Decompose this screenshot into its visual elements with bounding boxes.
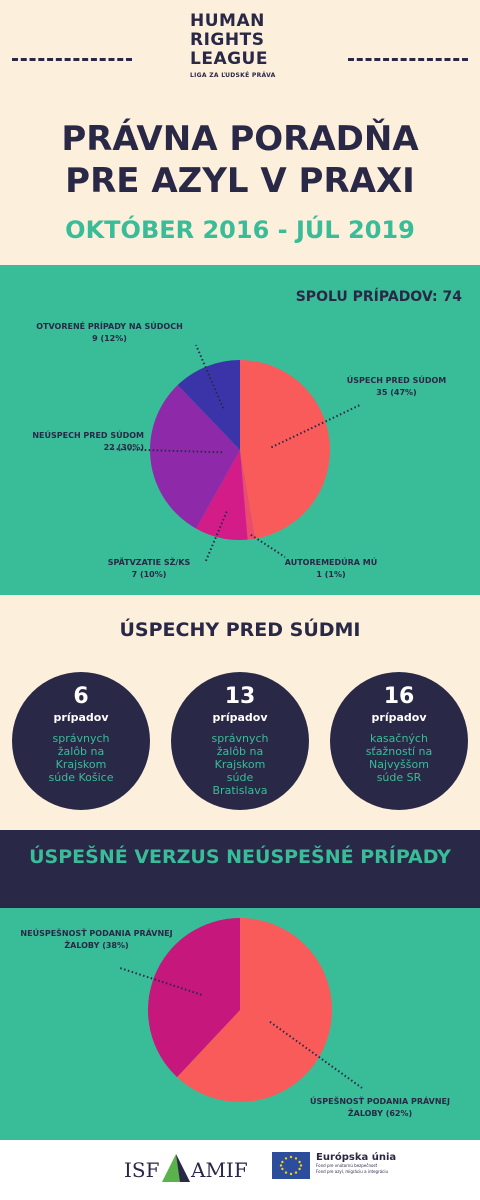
pie-slice-failure	[150, 385, 240, 529]
hrl-logo: HUMAN RIGHTS LEAGUE LIGA ZA ĽUDSKÉ PRÁVA	[190, 11, 310, 80]
comparison-title: ÚSPEŠNÉ VERZUS NEÚSPEŠNÉ PRÍPADY	[29, 846, 451, 868]
slice-label-success-name: ÚSPECH PRED SÚDOM	[346, 376, 447, 385]
slice-label-unsuccessful-value: (38%)	[102, 941, 129, 950]
footer-logos: ISF AMIF Európska únia Fond pre vnútornú…	[0, 1140, 480, 1200]
slice-label-success: ÚSPECH PRED SÚDOM 35 (47%)	[334, 375, 459, 399]
leader-line	[269, 1021, 363, 1089]
isf-amif-emblem-icon	[162, 1154, 190, 1182]
slice-label-withdrawal-name: SPÄTVZATIE SŽ/KS	[107, 558, 191, 567]
slice-label-unsuccessful: NEÚSPEŠNOSŤ PODANIA PRÁVNEJ ŽALOBY (38%)	[4, 928, 189, 952]
success-number: 16	[383, 684, 415, 709]
pie-slice-unsuccessful	[148, 918, 240, 1078]
pie-slice-success	[240, 360, 331, 539]
success-unit: prípadov	[53, 711, 109, 724]
amif-logo: AMIF	[191, 1158, 248, 1182]
slice-label-failure-value: 22 (30%)	[103, 443, 144, 452]
pie-slice-open	[177, 360, 240, 450]
slice-label-unsuccessful-text: NEÚSPEŠNOSŤ PODANIA PRÁVNEJ ŽALOBY	[20, 929, 173, 950]
slice-label-autoremedy: AUTOREMEDÚRA MÚ 1 (1%)	[276, 557, 386, 581]
chart-title: SPOLU PRÍPADOV: 74	[295, 289, 462, 305]
slice-label-successful: ÚSPEŠNOSŤ PODANIA PRÁVNEJ ŽALOBY (62%)	[300, 1096, 460, 1120]
pie-slice-autoremedy	[240, 450, 256, 540]
leader-line	[204, 511, 228, 564]
pie-slice-successful	[177, 918, 333, 1102]
pie-slice-withdrawal	[196, 450, 248, 540]
divider-left	[12, 58, 132, 61]
success-description: správnych žalôb na Krajskom súde Bratisl…	[211, 732, 269, 797]
eu-logo-text: Európska únia Fond pre vnútornú bezpečno…	[316, 1152, 396, 1175]
slice-label-autoremedy-value: 1 (1%)	[316, 570, 346, 579]
slice-label-successful-text: ÚSPEŠNOSŤ PODANIA PRÁVNEJ ŽALOBY	[310, 1097, 450, 1118]
slice-label-withdrawal: SPÄTVZATIE SŽ/KS 7 (10%)	[94, 557, 204, 581]
successes-section: ÚSPECHY PRED SÚDMI 6 prípadov správnych …	[0, 605, 480, 830]
slice-label-successful-value: (62%)	[385, 1109, 413, 1118]
success-unit: prípadov	[371, 711, 427, 724]
logo-line-3: LEAGUE	[190, 49, 268, 69]
page-title-line-2: PRE AZYL V PRAXI	[65, 161, 415, 201]
success-circle-bratislava: 13 prípadov správnych žalôb na Krajskom …	[171, 672, 309, 810]
success-description: kasačných sťažností na Najvyššom súde SR	[365, 732, 433, 784]
page-title-line-1: PRÁVNA PORADŇA	[61, 119, 419, 159]
comparison-pie-chart	[119, 918, 363, 1102]
period-subtitle: OKTÓBER 2016 - JÚL 2019	[65, 216, 415, 244]
eu-flag-icon	[272, 1152, 310, 1179]
successes-title: ÚSPECHY PRED SÚDMI	[119, 619, 361, 641]
comparison-banner: ÚSPEŠNÉ VERZUS NEÚSPEŠNÉ PRÍPADY	[0, 830, 480, 908]
eu-title: Európska únia	[316, 1152, 397, 1163]
success-circle-supreme: 16 prípadov kasačných sťažností na Najvy…	[330, 672, 468, 810]
slice-label-failure-name: NEÚSPECH PRED SÚDOM	[32, 431, 144, 440]
leader-line	[109, 448, 223, 454]
cases-pie-chart	[109, 344, 361, 564]
slice-label-unsuccessful-name: NEÚSPEŠNOSŤ PODANIA PRÁVNEJ ŽALOBY (38%)	[4, 928, 189, 952]
slice-label-withdrawal-value: 7 (10%)	[131, 570, 167, 579]
slice-label-failure: NEÚSPECH PRED SÚDOM 22 (30%)	[8, 430, 144, 454]
slice-label-success-value: 35 (47%)	[376, 388, 417, 397]
slice-label-open-name: OTVORENÉ PRÍPADY NA SÚDOCH	[36, 322, 183, 331]
cases-chart-section: SPOLU PRÍPADOV: 74 OTVORENÉ PRÍPADY NA S…	[0, 265, 480, 595]
success-description: správnych žalôb na Krajskom súde Košice	[48, 732, 114, 784]
success-circle-kosice: 6 prípadov správnych žalôb na Krajskom s…	[12, 672, 150, 810]
isf-logo: ISF	[124, 1158, 160, 1182]
header-section: HUMAN RIGHTS LEAGUE LIGA ZA ĽUDSKÉ PRÁVA…	[0, 0, 480, 265]
logo-line-1: HUMAN	[190, 11, 265, 31]
slice-label-successful-name: ÚSPEŠNOSŤ PODANIA PRÁVNEJ ŽALOBY (62%)	[300, 1096, 460, 1120]
eu-fund-2: Fond pre azyl, migráciu a integráciu	[316, 1169, 388, 1174]
divider-right	[348, 58, 468, 61]
eu-fund-1: Fond pre vnútornú bezpečnosť	[316, 1163, 378, 1168]
slice-label-open-value: 9 (12%)	[92, 334, 127, 343]
slice-label-autoremedy-name: AUTOREMEDÚRA MÚ	[284, 558, 378, 567]
leader-line	[250, 533, 286, 558]
comparison-chart-section: NEÚSPEŠNOSŤ PODANIA PRÁVNEJ ŽALOBY (38%)…	[0, 908, 480, 1140]
leader-line	[270, 404, 361, 449]
logo-subtitle: LIGA ZA ĽUDSKÉ PRÁVA	[190, 72, 276, 79]
success-number: 13	[224, 684, 256, 709]
leader-line	[195, 344, 225, 409]
success-unit: prípadov	[212, 711, 268, 724]
eu-stars-icon	[279, 1155, 303, 1176]
success-number: 6	[73, 684, 89, 709]
slice-label-open: OTVORENÉ PRÍPADY NA SÚDOCH 9 (12%)	[22, 321, 197, 345]
logo-line-2: RIGHTS	[190, 30, 265, 50]
